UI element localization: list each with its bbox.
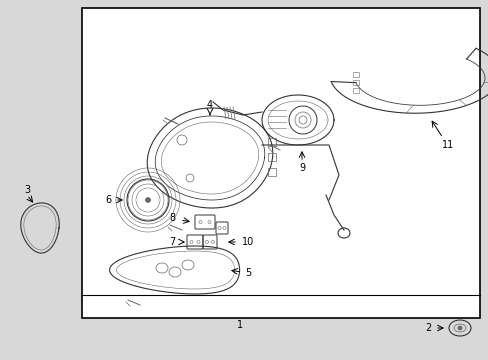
Text: 1: 1 — [237, 320, 243, 330]
Bar — [352, 80, 358, 85]
Bar — [267, 153, 275, 161]
Text: 8: 8 — [168, 213, 175, 223]
Bar — [82, 8, 479, 318]
Text: 3: 3 — [24, 185, 30, 195]
Text: 7: 7 — [168, 237, 175, 247]
Text: 4: 4 — [206, 100, 213, 110]
Ellipse shape — [457, 326, 461, 330]
Text: 5: 5 — [244, 268, 251, 278]
Bar — [352, 72, 358, 77]
Text: 6: 6 — [105, 195, 111, 205]
Bar — [352, 87, 358, 93]
Text: 10: 10 — [242, 237, 254, 247]
Ellipse shape — [145, 198, 150, 202]
Text: 2: 2 — [424, 323, 430, 333]
Text: 11: 11 — [441, 140, 453, 150]
Text: 9: 9 — [298, 163, 305, 173]
Bar — [267, 138, 275, 146]
Bar — [267, 168, 275, 176]
